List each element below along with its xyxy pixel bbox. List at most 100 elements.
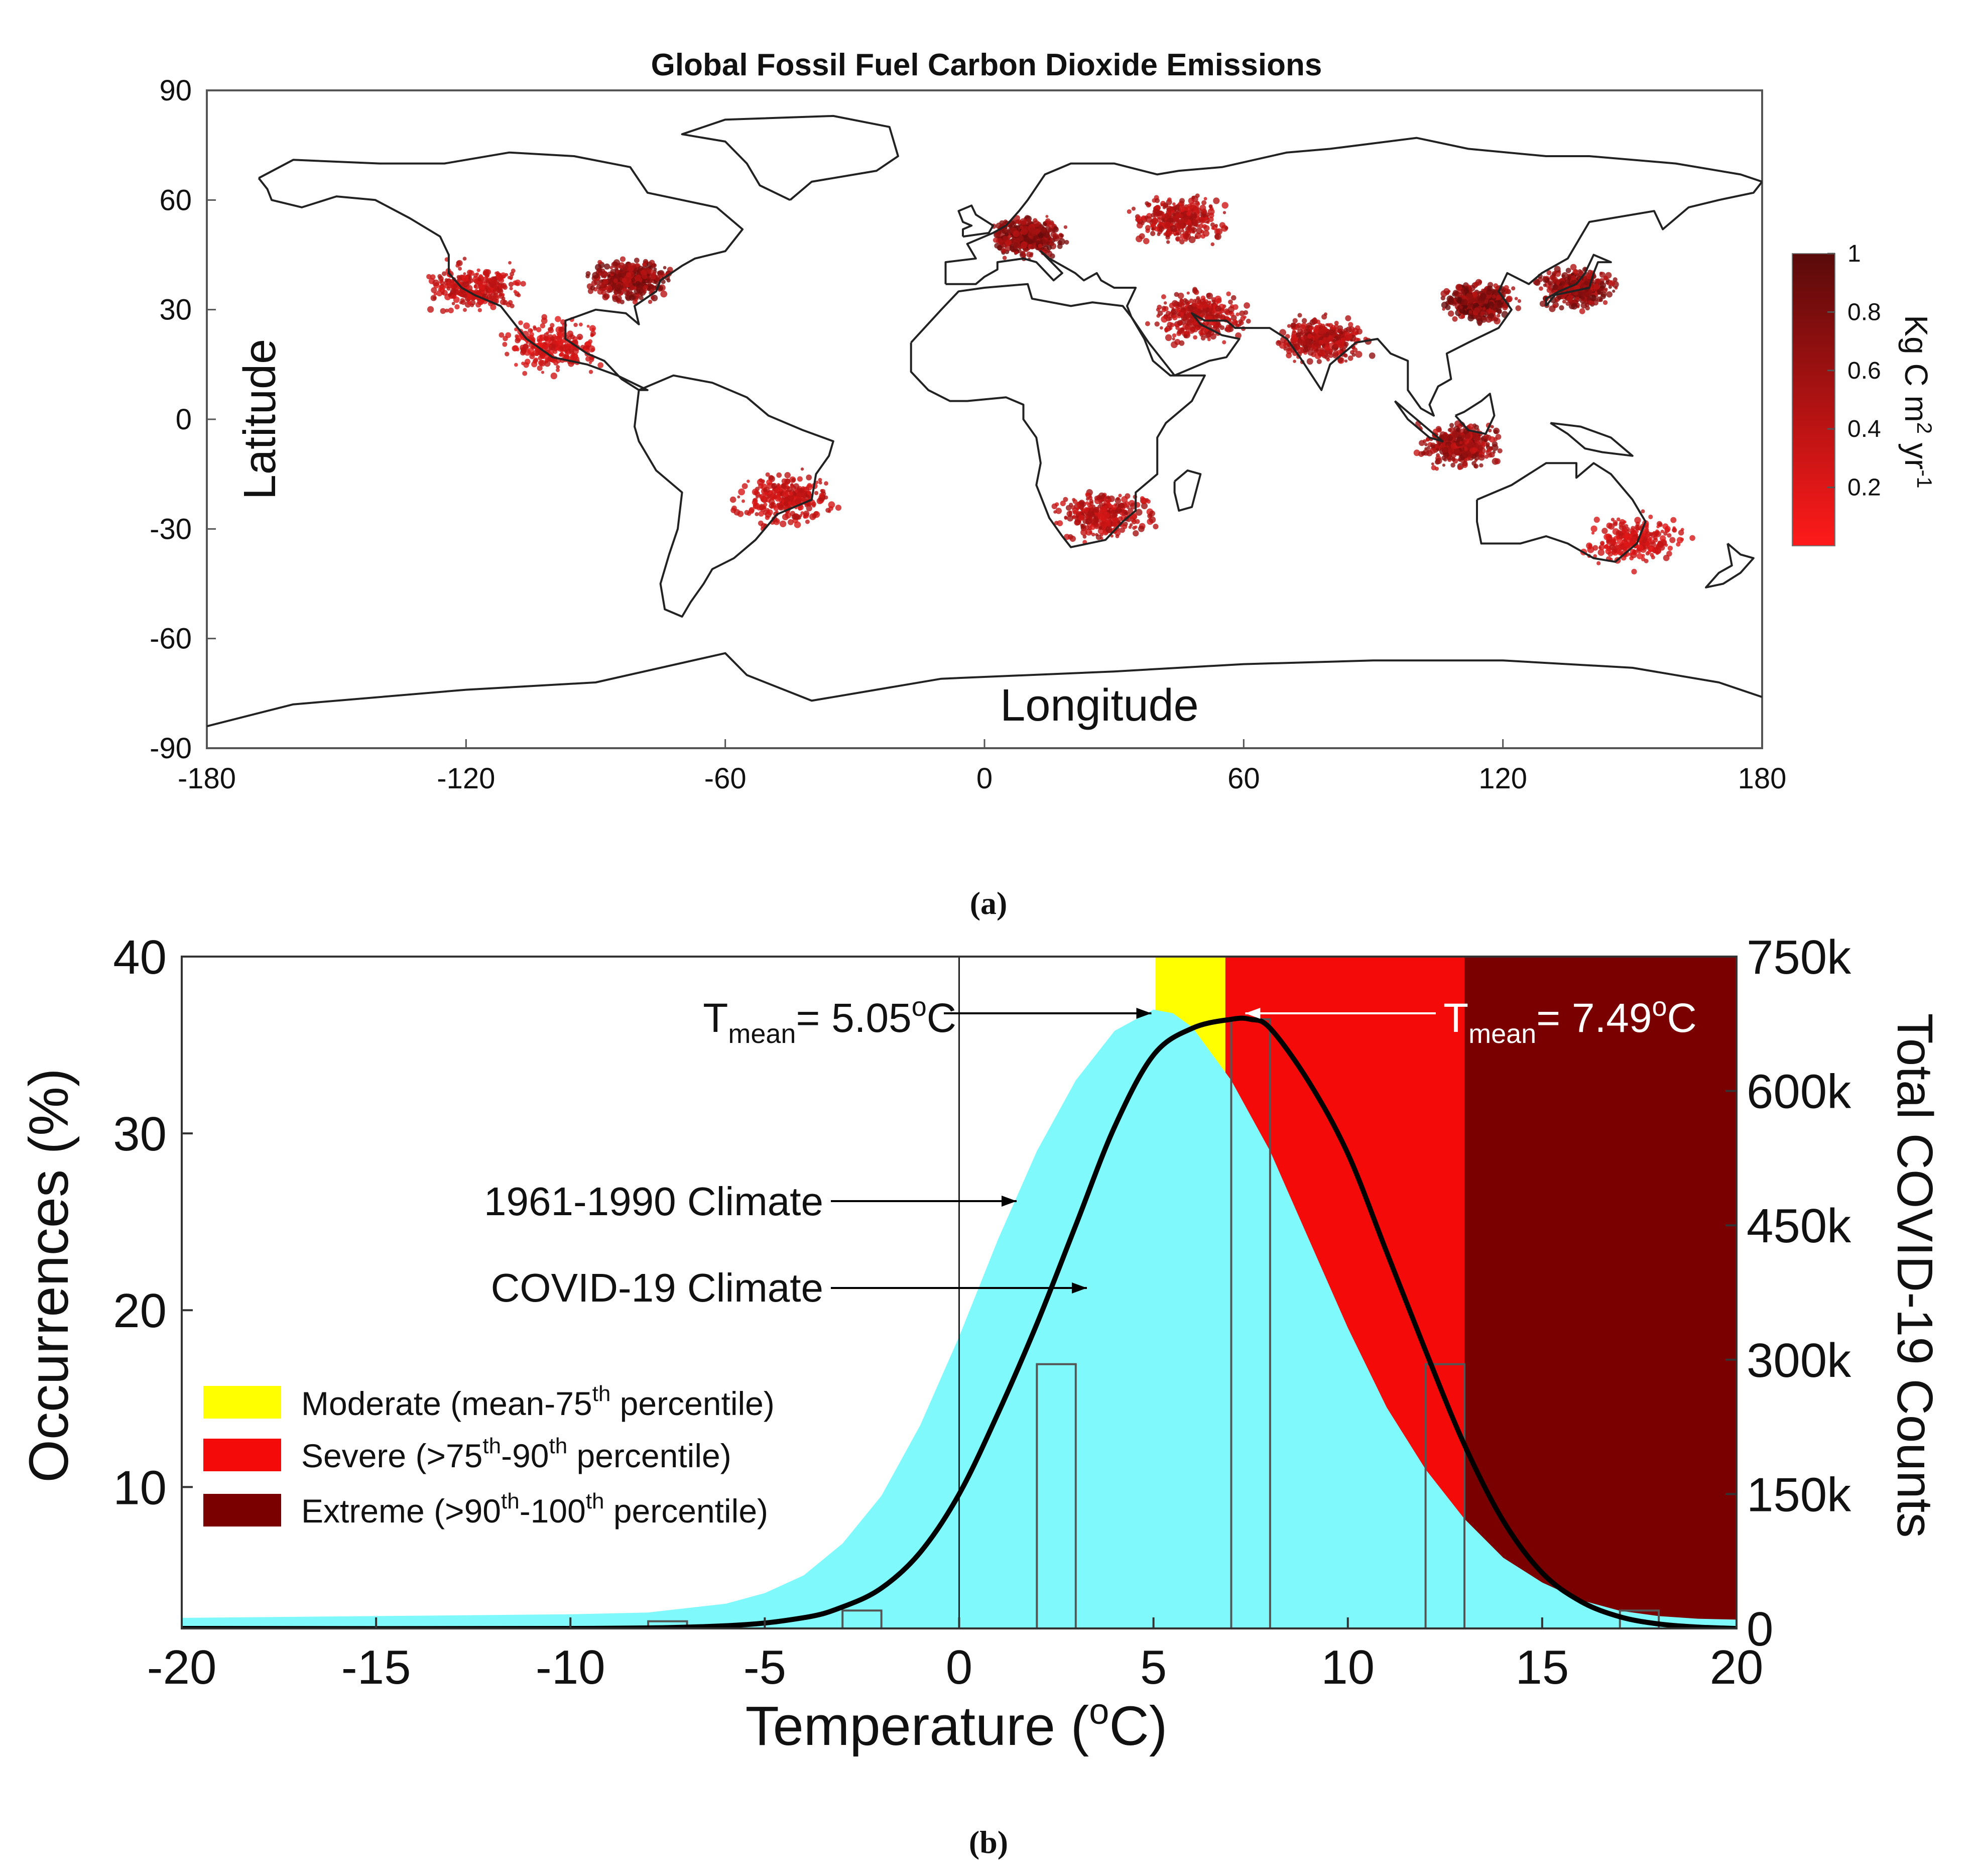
panel-b: -20 -15 -10 -5 0 5 10 15 20 10 20 30 40 0 150k 300k 45… (18, 930, 1943, 1860)
map-x-ticks: -180 -120 -60 0 60 120 180 (178, 739, 1786, 795)
colorbar-tick-3: 0.4 (1847, 416, 1881, 442)
map-y-tick-4: -30 (150, 513, 192, 545)
colorbar-tick-0: 1 (1847, 241, 1861, 267)
hotspot-south-africa (1051, 489, 1159, 545)
hotspot-eastern-united-states (585, 256, 673, 305)
tmean-left-label: Tmean= 5.05oC (703, 992, 956, 1049)
map-y-tick-3: 0 (176, 403, 192, 436)
b-left-y-ticks: 10 20 30 40 (113, 930, 193, 1514)
coast-north-america (258, 151, 744, 391)
b-right-tick-3: 450k (1747, 1199, 1851, 1253)
histogram-bar-1 (841, 1609, 883, 1628)
b-x-tick-4: 0 (946, 1640, 972, 1694)
b-left-tick-1: 20 (113, 1284, 167, 1338)
legend-swatch-severe (203, 1439, 281, 1471)
legend: Moderate (mean-75th percentile) Severe (… (203, 1381, 775, 1530)
colorbar-tick-1: 0.8 (1847, 299, 1881, 325)
b-x-tick-7: 15 (1515, 1640, 1569, 1694)
tmean-right-arrowhead (1245, 1008, 1261, 1019)
b-xlabel: Temperature (oC) (746, 1692, 1168, 1757)
b-right-tick-0: 0 (1747, 1602, 1773, 1656)
hotspot-india (1276, 312, 1376, 365)
legend-extreme: Extreme (>90th-100th percentile) (301, 1489, 768, 1530)
coast-australia (1476, 462, 1647, 563)
band-extreme (1464, 957, 1737, 1628)
tmean-left-arrowhead (1136, 1008, 1152, 1019)
map-frame (206, 89, 1763, 749)
histogram-bar-2 (1036, 1363, 1077, 1628)
b-left-tick-0: 10 (113, 1461, 167, 1514)
colorbar (1792, 253, 1835, 546)
coast-great-britain (957, 204, 995, 238)
hotspot-eastern-australia (1580, 509, 1695, 574)
map-x-tick-4: 60 (1227, 762, 1260, 795)
legend-severe: Severe (>75th-90th percentile) (301, 1434, 731, 1474)
b-x-tick-0: -20 (147, 1640, 217, 1694)
climate-1961-1990-area (182, 1009, 1737, 1628)
tmean-right-label: Tmean= 7.49oC (1443, 992, 1697, 1049)
coast-south-america (634, 374, 834, 618)
map-y-tick-5: -60 (150, 623, 192, 655)
emission-scatter (426, 193, 1695, 574)
colorbar-tick-2: 0.6 (1847, 358, 1881, 384)
colorbar-tick-4: 0.2 (1847, 475, 1881, 501)
coast-sumatra (1394, 400, 1444, 442)
covid-19-climate-curve (182, 1015, 1737, 1628)
map-x-tick-5: 120 (1478, 762, 1527, 795)
legend-swatch-extreme (203, 1494, 281, 1527)
coastlines (207, 114, 1762, 728)
covid-arrowhead (1072, 1282, 1087, 1294)
b-left-tick-3: 40 (113, 930, 167, 984)
map-x-tick-1: -120 (437, 762, 495, 795)
b-x-ticks: -20 -15 -10 -5 0 5 10 15 20 (147, 1617, 1764, 1694)
b-right-tick-5: 750k (1747, 930, 1851, 984)
histogram-bar-4 (1424, 1363, 1466, 1628)
b-x-tick-1: -15 (341, 1640, 411, 1694)
map-x-tick-0: -180 (178, 762, 236, 795)
panel-a: Global Fossil Fuel Carbon Dioxide Emissi… (150, 48, 1936, 921)
hotspot-middle-east (1145, 287, 1251, 348)
b-right-tick-4: 600k (1747, 1065, 1851, 1119)
histogram-bar-5 (1619, 1609, 1660, 1628)
map-y-tick-6: -90 (150, 732, 192, 765)
hotspot-western-united-states (426, 257, 526, 314)
coast-africa (910, 283, 1206, 548)
climate-arrowhead (1002, 1196, 1017, 1207)
b-ylabel-right: Total COVID-19 Counts (1887, 1013, 1943, 1538)
b-x-tick-6: 10 (1321, 1640, 1375, 1694)
coast-madagascar (1173, 469, 1202, 512)
b-right-tick-1: 150k (1747, 1468, 1851, 1521)
annotations: Tmean= 5.05oC Tmean= 7.49oC 1961-1990 Cl… (484, 992, 1697, 1310)
map-layer (207, 114, 1762, 728)
coast-japan (1545, 254, 1612, 307)
map-y-tick-1: 60 (159, 184, 192, 216)
colorbar-label: Kg C m2 yr-1 (1898, 315, 1936, 488)
hotspot-russia (1127, 193, 1228, 247)
coast-new-zealand (1705, 542, 1755, 589)
colorbar-ticks: 1 0.8 0.6 0.4 0.2 (1827, 241, 1881, 501)
coast-greenland (681, 114, 899, 201)
covid-label: COVID-19 Climate (491, 1265, 823, 1310)
caption-a: (a) (970, 885, 1008, 921)
b-x-tick-8: 20 (1710, 1640, 1764, 1694)
map-y-ticks: 90 60 30 0 -30 -60 -90 (150, 74, 216, 765)
map-y-tick-0: 90 (159, 74, 192, 107)
caption-b: (b) (969, 1824, 1008, 1860)
b-left-tick-2: 30 (113, 1107, 167, 1161)
map-x-tick-2: -60 (704, 762, 747, 795)
map-y-tick-2: 30 (159, 294, 192, 326)
coast-eurasia (944, 137, 1762, 417)
legend-moderate: Moderate (mean-75th percentile) (301, 1381, 775, 1422)
hotspot-brazil (729, 467, 842, 531)
coast-borneo (1454, 393, 1496, 435)
b-ylabel-left: Occurrences (%) (18, 1068, 80, 1482)
b-right-y-ticks: 0 150k 300k 450k 600k 750k (1725, 930, 1851, 1656)
b-right-tick-2: 300k (1747, 1334, 1851, 1387)
map-ylabel: Latitude (235, 339, 285, 500)
b-x-tick-3: -5 (744, 1640, 786, 1694)
coast-antarctica (207, 652, 1762, 728)
b-x-tick-5: 5 (1140, 1640, 1167, 1694)
climate-label: 1961-1990 Climate (484, 1179, 823, 1224)
hotspot-eastern-china (1440, 279, 1522, 326)
